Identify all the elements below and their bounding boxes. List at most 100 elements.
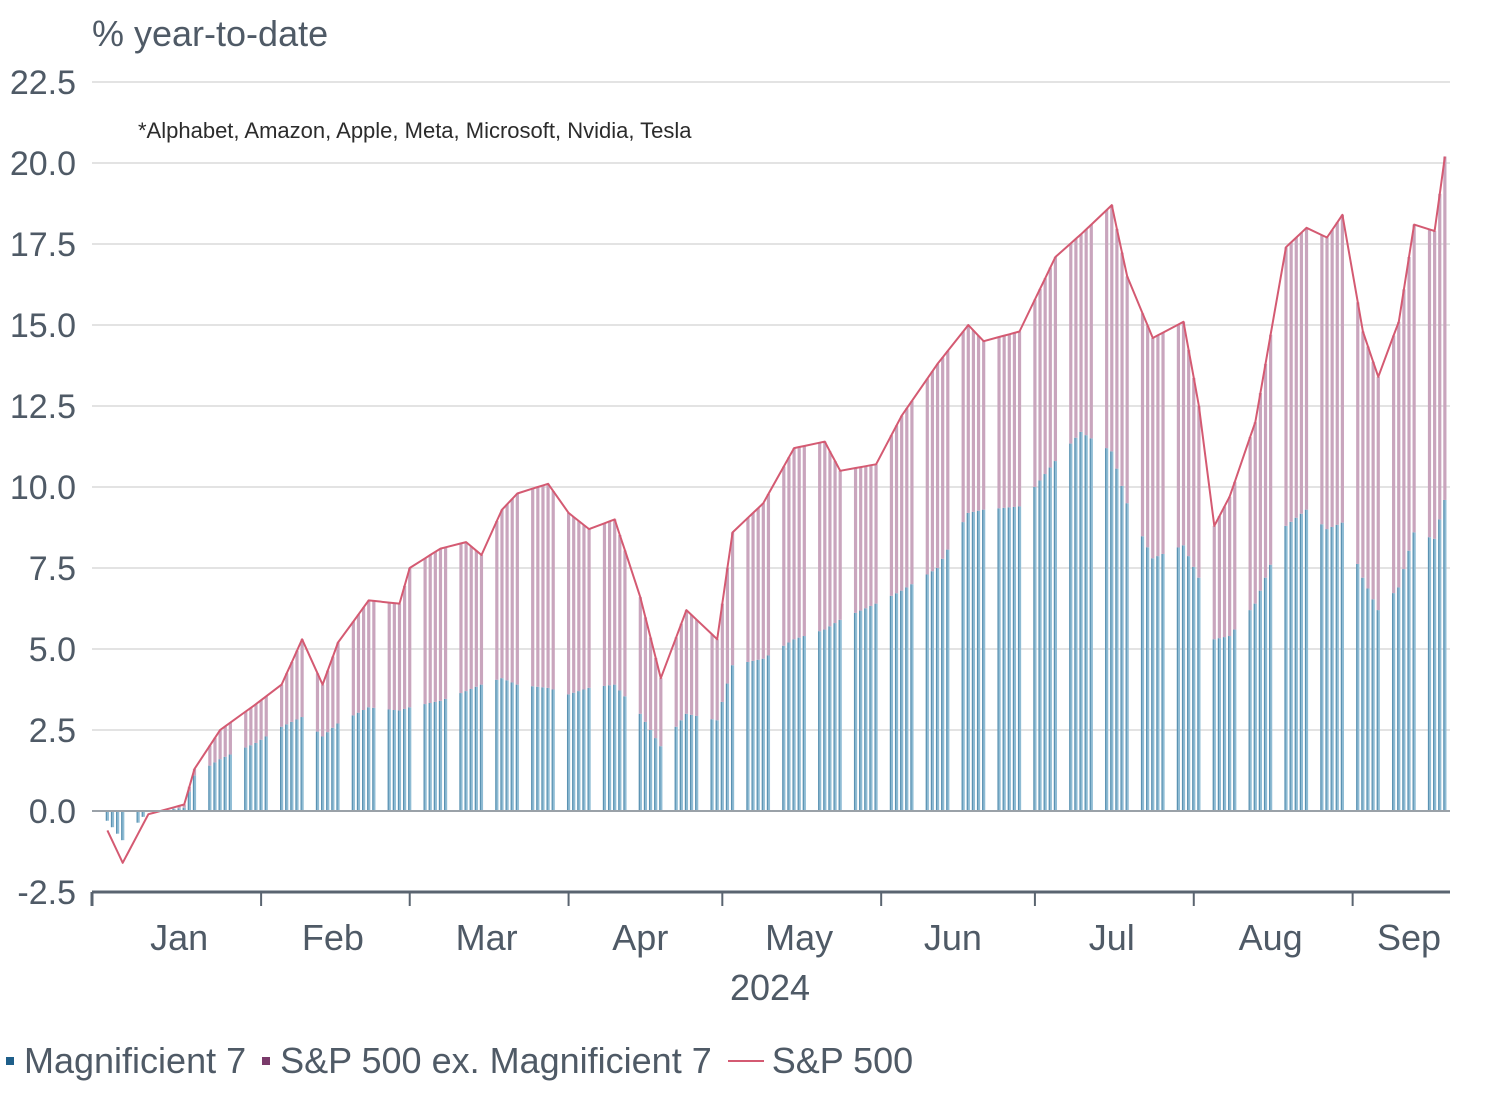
bar-mag7	[869, 605, 873, 811]
bar-ex-mag7	[1074, 238, 1078, 438]
bar-mag7-edge	[746, 661, 748, 811]
bar-ex-mag7	[1392, 335, 1396, 594]
bar-mag7-edge	[259, 739, 261, 811]
bar-ex-mag7	[228, 722, 232, 755]
legend-swatch-mag7	[6, 1057, 14, 1065]
y-tick-label: 10.0	[10, 469, 76, 507]
bar-mag7	[1233, 629, 1237, 811]
bar-mag7	[218, 759, 222, 811]
bar-mag7-edge	[285, 724, 287, 811]
bar-mag7-edge	[643, 721, 646, 811]
bar-mag7-edge	[1325, 529, 1327, 811]
bar-mag7-edge	[1263, 577, 1266, 811]
bar-mag7	[638, 713, 642, 811]
bar-ex-mag7	[1356, 302, 1360, 564]
legend-item-sp500: S&P 500	[727, 1040, 913, 1082]
bar-mag7-edge	[894, 593, 897, 811]
bar-ex-mag7	[864, 466, 868, 609]
bar-ex-mag7	[223, 726, 227, 757]
bar-mag7	[766, 655, 771, 811]
bar-mag7	[1033, 487, 1037, 811]
bar-ex-mag7	[853, 468, 858, 613]
bar-ex-mag7	[249, 707, 253, 746]
bar-mag7-edge	[387, 709, 389, 811]
bar-ex-mag7	[935, 363, 940, 568]
bar-mag7-edge	[1392, 593, 1394, 811]
bar-mag7	[459, 693, 463, 811]
bar-mag7	[1048, 467, 1052, 811]
bar-mag7	[1192, 566, 1196, 811]
bar-mag7	[356, 712, 361, 811]
bar-ex-mag7	[828, 451, 832, 627]
bar-mag7-edge	[1069, 443, 1071, 811]
bar-mag7	[613, 684, 617, 811]
bar-mag7-edge	[505, 680, 507, 811]
bar-mag7	[566, 694, 571, 811]
bar-mag7-edge	[674, 726, 676, 811]
bar-mag7	[1105, 448, 1109, 811]
bar-ex-mag7	[290, 661, 294, 722]
bar-mag7	[1002, 507, 1006, 811]
bar-ex-mag7	[695, 619, 699, 716]
bar-mag7	[1176, 547, 1180, 811]
bar-mag7	[321, 736, 325, 811]
bar-mag7-edge	[1258, 590, 1260, 811]
bar-mag7	[116, 811, 120, 834]
bar-ex-mag7	[613, 519, 617, 685]
bar-ex-mag7	[1192, 377, 1196, 567]
bar-mag7-edge	[515, 684, 517, 811]
bar-mag7	[110, 811, 115, 828]
bar-mag7-edge	[1366, 588, 1368, 811]
bar-mag7-edge	[720, 701, 722, 811]
y-tick-label: 5.0	[29, 631, 76, 669]
bar-mag7	[1140, 536, 1145, 811]
bar-ex-mag7	[1156, 335, 1160, 557]
bar-mag7	[1392, 593, 1396, 811]
bar-mag7-edge	[1228, 636, 1230, 811]
bar-ex-mag7	[1217, 516, 1221, 639]
bar-mag7	[910, 584, 914, 811]
bar-mag7-edge	[500, 678, 502, 811]
bar-mag7-edge	[551, 689, 553, 811]
bar-mag7-edge	[351, 715, 353, 811]
bar-ex-mag7	[515, 493, 519, 685]
bar-ex-mag7	[587, 529, 591, 688]
bar-mag7-edge	[1412, 532, 1414, 811]
legend-swatch-sp500	[727, 1060, 764, 1062]
bar-ex-mag7	[1335, 222, 1339, 525]
bar-mag7	[1304, 509, 1309, 811]
bar-ex-mag7	[802, 445, 806, 637]
bar-mag7	[1330, 526, 1334, 811]
bar-mag7	[479, 684, 484, 811]
bar-mag7-edge	[582, 689, 584, 811]
bar-mag7-edge	[910, 584, 912, 811]
bar-mag7-edge	[730, 665, 733, 811]
bar-mag7	[874, 603, 878, 811]
bar-ex-mag7	[1079, 234, 1083, 432]
bar-ex-mag7	[1320, 235, 1324, 525]
bar-mag7	[946, 549, 950, 811]
bar-mag7	[787, 642, 791, 811]
bar-ex-mag7	[321, 684, 325, 737]
bar-mag7	[710, 719, 714, 811]
bar-mag7-edge	[695, 715, 697, 811]
bar-mag7-edge	[121, 811, 123, 841]
bar-ex-mag7	[1212, 525, 1216, 640]
bar-mag7	[367, 707, 371, 811]
bar-mag7-edge	[823, 629, 825, 811]
bar-ex-mag7	[1289, 242, 1293, 522]
bar-ex-mag7	[602, 523, 607, 686]
bar-ex-mag7	[1427, 229, 1432, 538]
bar-mag7-edge	[141, 811, 143, 817]
bar-mag7	[1443, 499, 1447, 811]
bar-ex-mag7	[659, 678, 663, 747]
bar-ex-mag7	[336, 642, 340, 724]
bar-ex-mag7	[1012, 332, 1017, 507]
bar-mag7-edge	[802, 636, 804, 811]
bar-mag7	[715, 720, 719, 811]
bar-ex-mag7	[474, 550, 478, 687]
bar-mag7-edge	[602, 685, 605, 811]
bar-ex-mag7	[1007, 334, 1011, 508]
bar-ex-mag7	[1115, 228, 1119, 469]
bar-ex-mag7	[1017, 331, 1022, 507]
